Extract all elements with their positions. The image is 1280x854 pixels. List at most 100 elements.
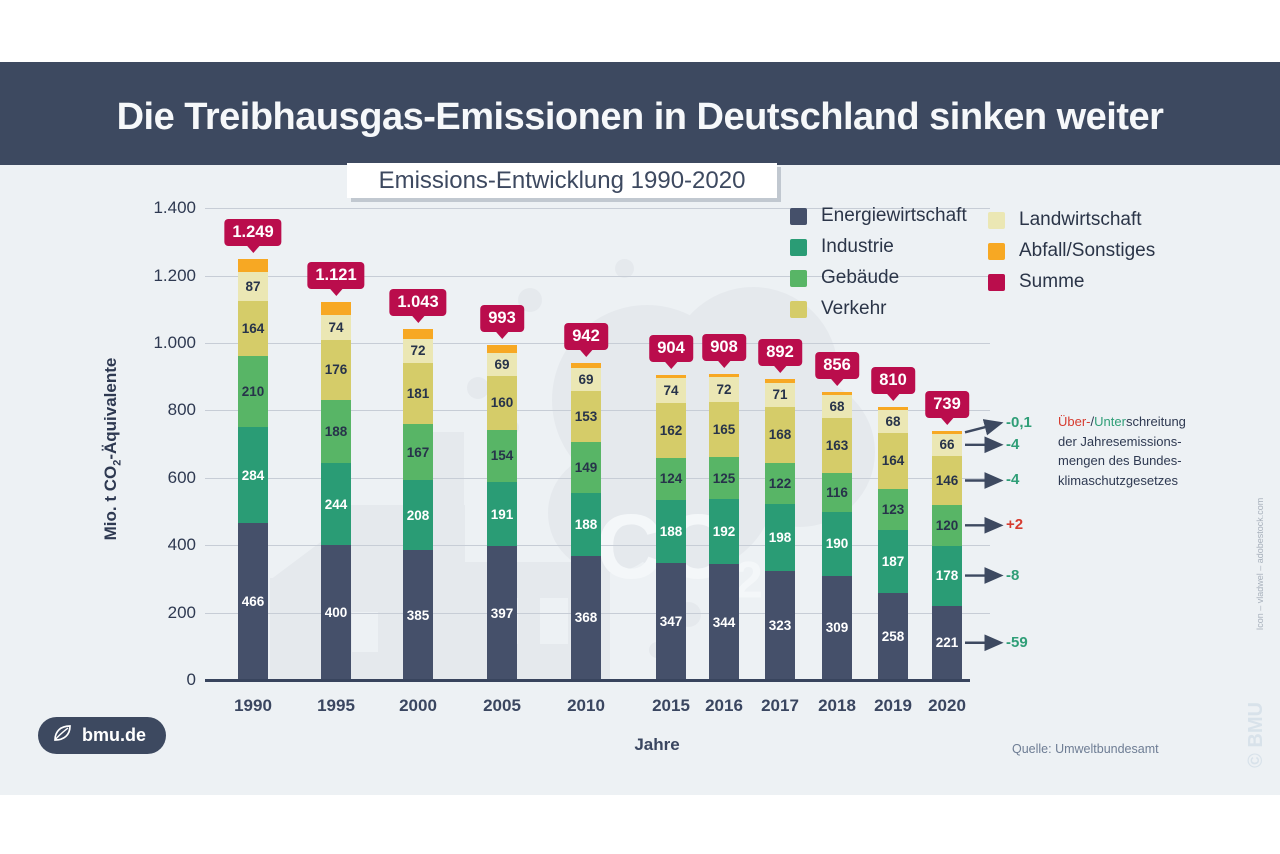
segment-value: 72 — [716, 381, 732, 397]
segment-value: 165 — [712, 421, 736, 437]
legend-item-verkehr: Verkehr — [790, 298, 886, 320]
bmu-logo-badge: bmu.de — [38, 717, 166, 754]
segment-value: 164 — [241, 321, 265, 337]
segment-value: 323 — [768, 618, 792, 634]
legend-swatch-gebaeude — [790, 269, 807, 287]
bar-segment-verkehr-1995: 176 — [321, 340, 351, 400]
bar-segment-energiewirtschaft-2019: 258 — [878, 593, 908, 680]
x-tick-label: 2016 — [705, 696, 743, 715]
segment-value: 153 — [574, 409, 598, 425]
y-tick-label: 200 — [167, 602, 196, 622]
segment-value: 68 — [829, 398, 845, 414]
segment-value: 397 — [490, 605, 514, 621]
bar-segment-abfall-2005 — [487, 345, 517, 353]
total-badge-2017: 892 — [758, 339, 802, 374]
segment-value: 154 — [490, 448, 514, 464]
x-tick-label: 2017 — [761, 696, 799, 715]
segment-value: 244 — [324, 496, 348, 512]
bar-segment-abfall-1990 — [238, 259, 268, 272]
segment-value: 124 — [659, 471, 683, 487]
bar-segment-landwirtschaft-2000: 72 — [403, 338, 433, 363]
segment-value: 69 — [494, 356, 510, 372]
legend-item-abfall: Abfall/Sonstiges — [988, 240, 1155, 262]
bar-segment-verkehr-1990: 164 — [238, 301, 268, 357]
segment-value: 149 — [574, 460, 598, 475]
segment-value: 68 — [885, 414, 901, 430]
segment-value: 191 — [490, 506, 514, 522]
legend-swatch-industrie — [790, 238, 807, 256]
bar-segment-industrie-2005: 191 — [487, 481, 517, 547]
bar-segment-verkehr-2016: 165 — [709, 401, 739, 458]
bar-segment-energiewirtschaft-1990: 466 — [238, 522, 268, 680]
leaf-icon — [51, 722, 73, 749]
bar-segment-gebaeude-1995: 188 — [321, 399, 351, 463]
segment-value: 466 — [241, 593, 265, 609]
segment-value: 221 — [935, 635, 959, 651]
segment-value: 120 — [935, 517, 959, 533]
bar-segment-gebaeude-2010: 149 — [571, 442, 601, 493]
segment-value: 74 — [328, 320, 344, 336]
bar-segment-gebaeude-2017: 122 — [765, 463, 795, 505]
segment-value: 122 — [768, 476, 792, 492]
segment-value: 210 — [241, 384, 265, 400]
total-badge-2005: 993 — [480, 305, 524, 340]
x-axis-line — [205, 679, 970, 682]
x-tick-label: 2000 — [399, 696, 437, 715]
segment-value: 347 — [659, 614, 683, 630]
total-badge-1990: 1.249 — [224, 219, 282, 254]
x-tick-label: 2005 — [483, 696, 521, 715]
bar-segment-landwirtschaft-2005: 69 — [487, 352, 517, 377]
bar-segment-energiewirtschaft-2018: 309 — [822, 575, 852, 680]
bar-segment-energiewirtschaft-2005: 397 — [487, 546, 517, 680]
bar-segment-landwirtschaft-2016: 72 — [709, 377, 739, 402]
caption-line-2: der Jahresemissions- — [1058, 433, 1182, 449]
bar-segment-energiewirtschaft-2020: 221 — [932, 605, 962, 680]
bar-segment-verkehr-2018: 163 — [822, 417, 852, 473]
bar-segment-abfall-2019 — [878, 407, 908, 411]
bar-segment-industrie-2000: 208 — [403, 480, 433, 551]
legend-swatch-verkehr — [790, 300, 807, 318]
x-tick-label: 2019 — [874, 696, 912, 715]
segment-value: 163 — [825, 437, 849, 453]
copyright-credit: © BMU — [1245, 702, 1267, 768]
bar-segment-verkehr-2010: 153 — [571, 390, 601, 443]
y-tick-label: 0 — [186, 670, 196, 689]
bar-segment-energiewirtschaft-2017: 323 — [765, 571, 795, 680]
total-badge-2018: 856 — [815, 351, 859, 386]
x-tick-label: 1990 — [234, 696, 272, 715]
bar-segment-energiewirtschaft-2016: 344 — [709, 564, 739, 680]
segment-value: 368 — [574, 610, 598, 626]
segment-value: 66 — [939, 437, 955, 453]
annotation-value: -4 — [1006, 471, 1020, 489]
gridline — [205, 275, 990, 277]
bar-segment-landwirtschaft-1990: 87 — [238, 271, 268, 302]
legend-label: Gebäude — [821, 267, 900, 288]
legend-swatch-abfall — [988, 242, 1005, 260]
bar-segment-energiewirtschaft-2015: 347 — [656, 563, 686, 680]
total-badge-2020: 739 — [925, 390, 969, 425]
segment-value: 116 — [826, 484, 848, 500]
header-band — [0, 62, 1280, 165]
y-tick-label: 1.200 — [153, 265, 196, 285]
total-badge-1995: 1.121 — [307, 262, 365, 297]
segment-value: 258 — [881, 629, 905, 645]
segment-value: 87 — [245, 279, 261, 295]
legend-label: Verkehr — [821, 298, 887, 319]
segment-value: 181 — [406, 385, 430, 401]
bar-segment-verkehr-2020: 146 — [932, 455, 962, 506]
total-badge-2000: 1.043 — [389, 288, 447, 323]
bar-segment-abfall-2016 — [709, 374, 739, 378]
segment-value: 400 — [324, 605, 348, 621]
y-tick-label: 1.000 — [153, 333, 196, 352]
x-tick-label: 2018 — [818, 696, 856, 715]
segment-value: 71 — [772, 387, 788, 403]
caption-line-4: klimaschutzgesetzes — [1058, 472, 1178, 488]
segment-value: 188 — [324, 423, 348, 439]
bar-segment-industrie-2015: 188 — [656, 499, 686, 564]
icon-credit: Icon – vladwel – adobestock.com — [1255, 497, 1265, 631]
segment-value: 74 — [663, 383, 679, 399]
segment-value: 190 — [825, 536, 849, 552]
segment-value: 187 — [881, 554, 905, 570]
bar-segment-landwirtschaft-2019: 68 — [878, 410, 908, 434]
